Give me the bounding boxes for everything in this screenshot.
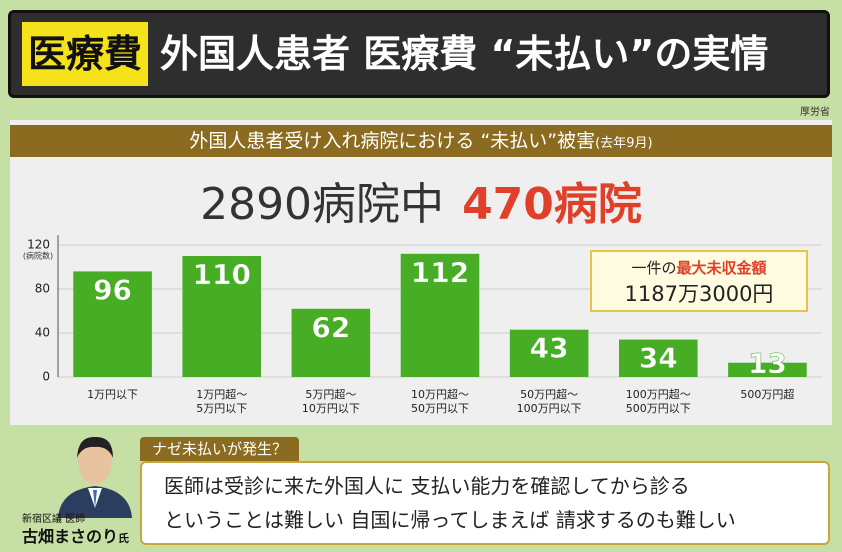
question-tag: ナゼ未払いが発生？: [140, 437, 300, 461]
y-axis-label: (病院数): [23, 251, 53, 261]
speaker-role: 新宿区議 医師: [22, 514, 86, 525]
headline: 2890病院中 470病院: [0, 168, 842, 232]
value-label: 13: [748, 347, 787, 380]
main-title: 外国人患者 医療費 “未払い”の実情: [160, 32, 769, 76]
headline-highlight: 470病院: [462, 179, 642, 230]
speaker-suffix: 氏: [118, 532, 130, 545]
y-tick-label: 40: [35, 326, 50, 340]
value-label: 112: [411, 256, 469, 289]
x-tick-label: 500万円超: [740, 388, 795, 401]
bar: [728, 362, 807, 377]
speaker-name: 古畑まさのり氏: [22, 523, 129, 547]
x-tick-label: 50万円超～ 100万円以下: [516, 388, 582, 415]
chart-title: 外国人患者受け入れ病院における “未払い”被害: [189, 130, 596, 152]
annotation-prefix: 一件の: [631, 259, 677, 277]
bar: [73, 271, 152, 377]
bar: [400, 253, 480, 377]
quote-box: 医師は受診に来た外国人に 支払い能力を確認してから診るということは難しい 自国に…: [140, 461, 830, 545]
quote-line: 医師は受診に来た外国人に 支払い能力を確認してから診る: [164, 474, 690, 498]
annotation-label: 最大未収金額: [676, 259, 767, 277]
annotation-box: 一件の最大未収金額 1187万3000円: [590, 250, 808, 312]
headline-total: 2890病院中: [200, 179, 445, 230]
x-tick-label: 1万円以下: [87, 388, 139, 401]
bar: [291, 308, 371, 377]
x-tick-label: 100万円超～ 500万円以下: [625, 388, 691, 415]
x-tick-label: 5万円超～ 10万円以下: [301, 388, 360, 415]
face: [78, 440, 112, 484]
y-tick-label: 80: [35, 282, 50, 296]
speaker-name-text: 古畑まさのり: [22, 527, 119, 546]
bar: [618, 339, 698, 377]
y-tick-label: 120: [27, 238, 50, 252]
chart-header: 外国人患者受け入れ病院における “未払い”被害(去年9月): [10, 125, 832, 157]
value-label: 110: [192, 258, 250, 291]
value-label: 96: [93, 273, 132, 306]
x-tick-label: 10万円超～ 50万円以下: [411, 388, 469, 415]
annotation-amount: 1187万3000円: [624, 282, 774, 306]
value-label: 62: [311, 311, 350, 344]
quote-line: ということは難しい 自国に帰ってしまえば 請求するのも難しい: [164, 508, 736, 532]
bar: [182, 256, 262, 377]
hair: [77, 436, 113, 458]
speaker-portrait: [50, 428, 140, 518]
y-tick-label: 0: [42, 370, 50, 384]
value-label: 43: [530, 332, 569, 365]
value-label: 34: [639, 342, 678, 375]
chart-subtitle: (去年9月): [595, 136, 653, 151]
x-tick-label: 1万円超～ 5万円以下: [196, 388, 248, 415]
source: 厚労省: [800, 107, 830, 118]
tie: [93, 490, 97, 508]
topic-tag: 医療費: [22, 22, 148, 86]
bar: [509, 329, 589, 377]
